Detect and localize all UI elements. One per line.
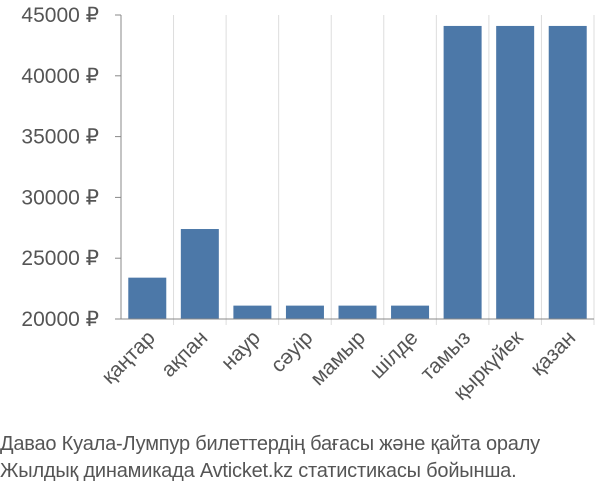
y-tick-label: 40000 ₽ <box>21 65 99 88</box>
y-tick-label: 25000 ₽ <box>21 247 99 270</box>
y-tick-label: 30000 ₽ <box>21 186 99 209</box>
bar-9 <box>548 25 587 319</box>
bar-chart: 20000 ₽ 25000 ₽ 30000 ₽ 35000 ₽ 40000 ₽ 45000… <box>21 4 595 405</box>
bar-8 <box>496 25 535 319</box>
y-tick-label: 45000 ₽ <box>21 4 99 27</box>
x-tick-label: наур <box>217 326 265 374</box>
bar-3 <box>233 305 272 319</box>
x-tick-label: шілде <box>366 326 423 383</box>
chart-caption-line-1: Давао Куала-Лумпур билеттердің бағасы жә… <box>0 433 540 455</box>
x-tick-label: ақпан <box>157 326 213 382</box>
bar-6 <box>391 305 430 319</box>
x-tick-label: қаңтар <box>97 326 159 388</box>
bar-4 <box>285 305 324 319</box>
bar-1 <box>128 277 167 319</box>
y-tick-label: 20000 ₽ <box>21 308 99 331</box>
x-tick-label: қазан <box>526 326 580 380</box>
chart-caption-line-2: Жылдық динамикада Avticket.kz статистика… <box>0 460 517 482</box>
x-tick-label: мамыр <box>306 326 370 390</box>
bar-2 <box>180 229 219 319</box>
bar-7 <box>443 25 482 319</box>
bar-5 <box>338 305 377 319</box>
y-tick-label: 35000 ₽ <box>21 126 99 149</box>
